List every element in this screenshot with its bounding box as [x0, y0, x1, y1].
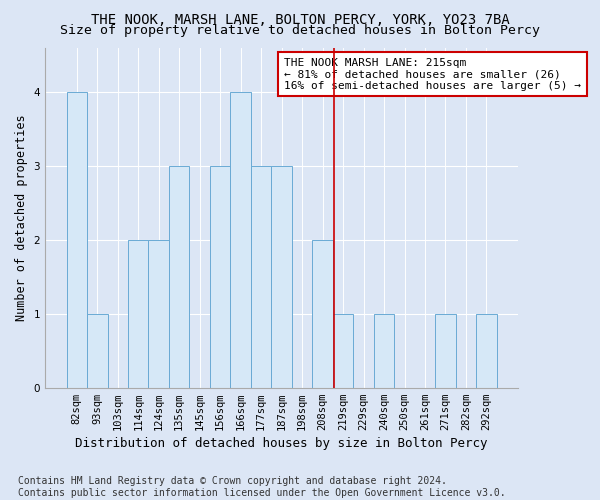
Bar: [128, 240, 148, 388]
Bar: [148, 240, 169, 388]
Text: Size of property relative to detached houses in Bolton Percy: Size of property relative to detached ho…: [60, 24, 540, 37]
Bar: [67, 92, 87, 388]
Text: THE NOOK, MARSH LANE, BOLTON PERCY, YORK, YO23 7BA: THE NOOK, MARSH LANE, BOLTON PERCY, YORK…: [91, 12, 509, 26]
Bar: [210, 166, 230, 388]
Bar: [169, 166, 190, 388]
Bar: [87, 314, 107, 388]
Text: Contains HM Land Registry data © Crown copyright and database right 2024.
Contai: Contains HM Land Registry data © Crown c…: [18, 476, 506, 498]
Bar: [271, 166, 292, 388]
Bar: [435, 314, 456, 388]
X-axis label: Distribution of detached houses by size in Bolton Percy: Distribution of detached houses by size …: [76, 437, 488, 450]
Bar: [251, 166, 271, 388]
Bar: [313, 240, 333, 388]
Y-axis label: Number of detached properties: Number of detached properties: [15, 114, 28, 321]
Bar: [230, 92, 251, 388]
Bar: [374, 314, 394, 388]
Bar: [476, 314, 497, 388]
Bar: [333, 314, 353, 388]
Text: THE NOOK MARSH LANE: 215sqm
← 81% of detached houses are smaller (26)
16% of sem: THE NOOK MARSH LANE: 215sqm ← 81% of det…: [284, 58, 581, 91]
